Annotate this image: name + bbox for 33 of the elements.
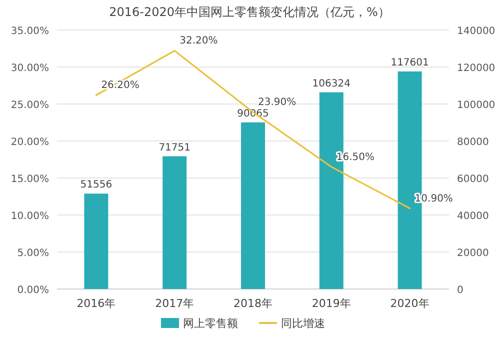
y-tick-label: 0.00% <box>17 285 49 296</box>
y2-tick-label: 40000 <box>457 211 489 222</box>
y2-tick-label: 80000 <box>457 137 489 148</box>
data-label: 71751 <box>158 142 191 154</box>
y-tick-label: 15.00% <box>10 174 49 185</box>
x-tick-label: 2017年 <box>155 297 194 310</box>
data-label: 51556 <box>80 180 112 191</box>
x-tick-label: 2016年 <box>76 297 116 310</box>
data-label: 32.20% <box>180 36 218 47</box>
data-label: 117601 <box>390 57 429 68</box>
bar <box>84 194 108 289</box>
y2-tick-label: 120000 <box>457 63 496 74</box>
y2-tick-label: 140000 <box>457 26 496 37</box>
y-tick-label: 10.00% <box>10 211 49 222</box>
y-tick-label: 35.00% <box>10 26 49 37</box>
y2-tick-label: 0 <box>457 285 464 296</box>
y-tick-label: 20.00% <box>10 137 49 148</box>
legend-label: 同比增速 <box>281 317 325 330</box>
x-tick-label: 2019年 <box>312 297 351 310</box>
y-tick-label: 30.00% <box>10 63 49 74</box>
y2-tick-label: 60000 <box>457 174 489 185</box>
x-tick-label: 2020年 <box>390 297 430 310</box>
y-tick-label: 5.00% <box>17 248 49 259</box>
bar <box>162 156 187 289</box>
bar <box>241 122 265 289</box>
y-tick-label: 25.00% <box>10 100 49 111</box>
y2-tick-label: 20000 <box>457 248 489 259</box>
data-label: 106324 <box>312 78 350 90</box>
data-label: 23.90% <box>258 97 296 108</box>
legend-label: 网上零售额 <box>183 317 238 330</box>
chart-title: 2016-2020年中国网上零售额变化情况（亿元，%） <box>109 5 390 19</box>
x-tick-label: 2018年 <box>234 297 272 310</box>
y2-tick-label: 100000 <box>457 100 496 111</box>
